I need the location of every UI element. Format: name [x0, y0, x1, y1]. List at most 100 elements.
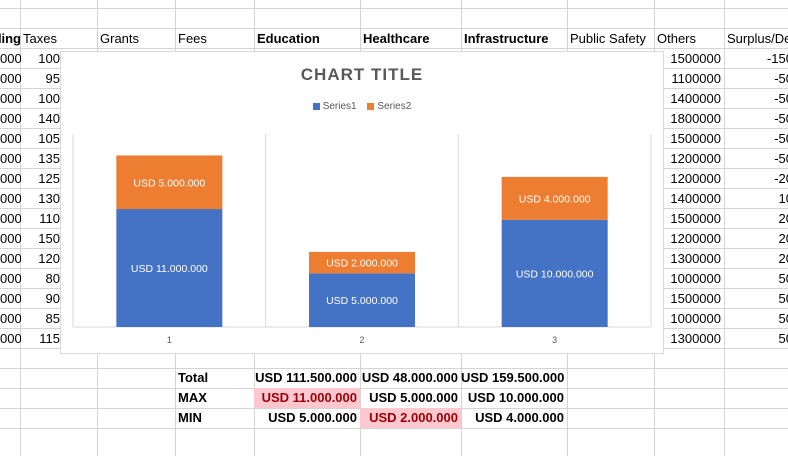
cell-surplus-deficit[interactable]: -50 [774, 131, 788, 146]
bar-series2-cat2 [309, 251, 415, 274]
legend-item-series1[interactable]: Series1 [312, 101, 357, 112]
header-fees[interactable]: Fees [178, 31, 207, 46]
total-education[interactable]: USD 111.500.000 [255, 370, 357, 385]
cell-spending[interactable]: 000 [0, 171, 21, 186]
cell-surplus-deficit[interactable]: 50 [778, 331, 788, 346]
header-infrastructure[interactable]: Infrastructure [464, 31, 549, 46]
row-gridline [0, 428, 788, 429]
max-infrastructure[interactable]: USD 10.000.000 [467, 390, 564, 405]
max-healthcare[interactable]: USD 5.000.000 [369, 390, 458, 405]
cell-others[interactable]: 1200000 [670, 231, 721, 246]
column-gridline [724, 0, 725, 456]
legend-label-series1: Series1 [322, 101, 357, 112]
cell-taxes[interactable]: 100 [38, 51, 60, 66]
header-surplus-deficit[interactable]: Surplus/Deficit [727, 31, 788, 46]
cell-taxes[interactable]: 100 [38, 91, 60, 106]
max-education[interactable]: USD 11.000.000 [254, 388, 360, 408]
cell-spending[interactable]: 000 [0, 291, 21, 306]
bar-series1-cat3 [501, 219, 608, 327]
cell-others[interactable]: 1500000 [670, 211, 721, 226]
cell-taxes[interactable]: 135 [38, 151, 60, 166]
header-spending[interactable]: Spending [0, 31, 21, 46]
total-infrastructure[interactable]: USD 159.500.000 [461, 370, 565, 385]
chart-title[interactable]: CHART TITLE [300, 65, 424, 84]
min-infrastructure[interactable]: USD 4.000.000 [475, 410, 564, 425]
cell-others[interactable]: 1400000 [670, 91, 721, 106]
cell-spending[interactable]: 000 [0, 71, 21, 86]
cell-others[interactable]: 1500000 [670, 291, 721, 306]
cell-others[interactable]: 1300000 [670, 331, 721, 346]
min-education[interactable]: USD 5.000.000 [268, 410, 357, 425]
cell-taxes[interactable]: 80 [45, 271, 60, 286]
cell-taxes[interactable]: 140 [38, 111, 60, 126]
row-gridline [0, 28, 788, 29]
cell-spending[interactable]: 000 [0, 111, 21, 126]
cell-spending[interactable]: 000 [0, 311, 21, 326]
row-gridline [0, 368, 788, 369]
x-tick-label: 2 [359, 335, 364, 345]
cell-others[interactable]: 1500000 [670, 131, 721, 146]
total-label[interactable]: Total [178, 370, 209, 385]
min-healthcare[interactable]: USD 2.000.000 [360, 408, 461, 428]
bar-series2-cat1 [116, 155, 223, 210]
header-grants[interactable]: Grants [100, 31, 140, 46]
cell-others[interactable]: 1200000 [670, 151, 721, 166]
cell-others[interactable]: 1400000 [670, 191, 721, 206]
cell-spending[interactable]: 000 [0, 91, 21, 106]
cell-surplus-deficit[interactable]: 20 [778, 231, 788, 246]
cell-surplus-deficit[interactable]: 10 [778, 191, 788, 206]
header-healthcare[interactable]: Healthcare [363, 31, 430, 46]
header-public-safety[interactable]: Public Safety [570, 31, 646, 46]
cell-others[interactable]: 1100000 [671, 71, 721, 86]
bar-series1-cat1 [116, 209, 223, 327]
header-taxes[interactable]: Taxes [23, 31, 57, 46]
cell-surplus-deficit[interactable]: 50 [778, 311, 788, 326]
cell-spending[interactable]: 000 [0, 331, 21, 346]
cell-taxes[interactable]: 105 [38, 131, 60, 146]
cell-surplus-deficit[interactable]: 50 [778, 291, 788, 306]
chart-legend[interactable]: Series1 Series2 [61, 101, 663, 112]
cell-others[interactable]: 1000000 [670, 311, 721, 326]
cell-taxes[interactable]: 150 [38, 231, 60, 246]
cell-spending[interactable]: 000 [0, 131, 21, 146]
cell-spending[interactable]: 000 [0, 231, 21, 246]
cell-surplus-deficit[interactable]: 50 [778, 271, 788, 286]
cell-surplus-deficit[interactable]: -50 [774, 71, 788, 86]
cell-spending[interactable]: 000 [0, 211, 21, 226]
cell-taxes[interactable]: 115 [39, 331, 60, 346]
plot-area: USD 11.000.000 USD 5.000.000 1 USD 5.000.00… [72, 134, 652, 345]
cell-taxes[interactable]: 85 [45, 311, 60, 326]
cell-surplus-deficit[interactable]: 20 [778, 211, 788, 226]
cell-taxes[interactable]: 120 [38, 251, 60, 266]
min-label[interactable]: MIN [178, 410, 202, 425]
row-gridline [0, 48, 788, 49]
cell-spending[interactable]: 000 [0, 151, 21, 166]
cell-others[interactable]: 1000000 [670, 271, 721, 286]
cell-others[interactable]: 1200000 [670, 171, 721, 186]
cell-taxes[interactable]: 95 [45, 71, 60, 86]
cell-spending[interactable]: 000 [0, 271, 21, 286]
cell-taxes[interactable]: 125 [38, 171, 60, 186]
cell-others[interactable]: 1300000 [670, 251, 721, 266]
x-tick-label: 1 [167, 335, 172, 345]
cell-surplus-deficit[interactable]: -50 [774, 111, 788, 126]
cell-spending[interactable]: 000 [0, 251, 21, 266]
cell-spending[interactable]: 000 [0, 51, 21, 66]
cell-taxes[interactable]: 110 [39, 211, 60, 226]
cell-spending[interactable]: 000 [0, 191, 21, 206]
cell-taxes[interactable]: 90 [45, 291, 60, 306]
max-label[interactable]: MAX [178, 390, 207, 405]
header-education[interactable]: Education [257, 31, 320, 46]
header-others[interactable]: Others [657, 31, 697, 46]
stacked-bar-chart[interactable]: CHART TITLE Series1 Series2 USD 11.000.0… [60, 51, 664, 354]
cell-others[interactable]: 1500000 [670, 51, 721, 66]
cell-others[interactable]: 1800000 [670, 111, 721, 126]
cell-surplus-deficit[interactable]: -50 [774, 151, 788, 166]
total-healthcare[interactable]: USD 48.000.000 [361, 370, 458, 385]
cell-surplus-deficit[interactable]: -20 [774, 171, 788, 186]
legend-item-series2[interactable]: Series2 [367, 101, 411, 112]
cell-surplus-deficit[interactable]: -150 [766, 51, 788, 66]
cell-surplus-deficit[interactable]: -50 [774, 91, 788, 106]
cell-taxes[interactable]: 130 [38, 191, 60, 206]
cell-surplus-deficit[interactable]: 20 [778, 251, 788, 266]
